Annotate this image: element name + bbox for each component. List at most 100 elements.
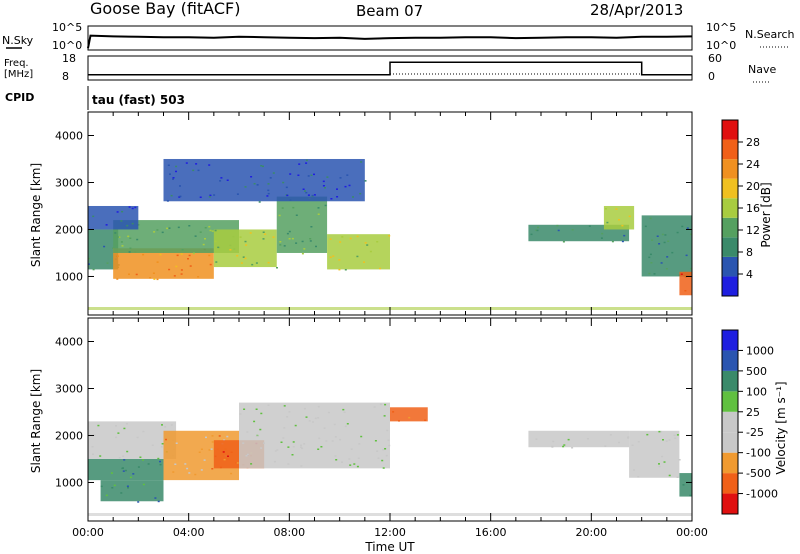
power-speckle <box>236 255 239 257</box>
velocity-speckle <box>222 451 225 453</box>
power-speckle <box>213 194 216 196</box>
power-speckle <box>105 224 108 226</box>
power-speckle <box>341 236 344 238</box>
power-speckle <box>600 237 603 239</box>
velocity-speckle <box>633 469 635 471</box>
power-speckle <box>667 240 670 242</box>
velocity-speckle <box>97 424 100 427</box>
velocity-speckle <box>356 465 359 468</box>
velocity-colorbar-tick-label: 1000 <box>746 344 774 357</box>
velocity-speckle <box>246 431 249 433</box>
power-speckle <box>153 278 156 280</box>
velocity-speckle <box>374 440 377 442</box>
power-speckle <box>352 196 354 198</box>
power-speckle <box>302 188 305 190</box>
velocity-speckle <box>111 487 114 489</box>
velocity-speckle <box>388 444 391 447</box>
power-speckle <box>336 188 338 190</box>
power-speckle <box>338 259 341 261</box>
power-colorbar-swatch <box>722 237 738 257</box>
velocity-speckle <box>93 434 96 436</box>
power-speckle <box>649 253 652 256</box>
velocity-speckle <box>292 446 295 448</box>
velocity-speckle <box>137 501 140 503</box>
velocity-speckle <box>137 466 140 468</box>
power-speckle <box>621 224 624 227</box>
x-tick-label: 16:00 <box>475 526 507 539</box>
power-speckle <box>177 226 180 229</box>
velocity-speckle <box>211 435 214 437</box>
velocity-speckle <box>637 441 640 443</box>
noise-tick-high-right: 10^5 <box>706 21 736 34</box>
power-speckle <box>262 238 265 240</box>
power-speckle <box>211 230 214 232</box>
power-region <box>641 215 692 277</box>
velocity-speckle <box>291 454 294 456</box>
velocity-speckle <box>344 425 347 428</box>
power-speckle <box>172 178 174 180</box>
power-speckle <box>244 240 247 243</box>
velocity-speckle <box>260 447 263 449</box>
velocity-colorbar-tick-label: 500 <box>746 365 767 378</box>
power-speckle <box>332 255 335 257</box>
power-speckle <box>260 165 263 167</box>
velocity-speckle <box>317 448 320 450</box>
velocity-speckle <box>122 467 124 469</box>
velocity-speckle <box>259 428 262 431</box>
velocity-speckle <box>186 467 189 470</box>
power-speckle <box>188 225 191 227</box>
freq-unit: [MHz] <box>4 69 33 80</box>
nave-tick-high: 60 <box>708 52 722 65</box>
velocity-speckle <box>170 424 173 426</box>
power-speckle <box>664 234 667 236</box>
power-speckle <box>311 194 314 197</box>
nsearch-label: N.Search <box>745 28 795 41</box>
power-speckle <box>315 245 317 248</box>
velocity-speckle <box>280 441 283 443</box>
x-tick-label: 00:00 <box>72 526 104 539</box>
power-speckle <box>301 240 304 243</box>
power-speckle <box>336 196 339 198</box>
velocity-speckle <box>200 469 203 471</box>
power-colorbar-tick-label: 16 <box>746 202 760 215</box>
velocity-speckle <box>159 460 161 463</box>
velocity-speckle <box>136 436 139 439</box>
power-speckle <box>255 262 258 264</box>
velocity-speckle <box>646 433 649 436</box>
power-speckle <box>169 173 171 175</box>
velocity-region <box>679 473 692 497</box>
power-speckle <box>209 229 212 232</box>
velocity-y-tick-label: 4000 <box>55 335 83 348</box>
power-speckle <box>286 232 289 235</box>
power-speckle <box>611 240 614 243</box>
power-speckle <box>283 245 286 247</box>
velocity-speckle <box>288 411 291 413</box>
power-speckle <box>666 256 669 258</box>
velocity-speckle <box>263 442 265 444</box>
velocity-colorbar: 1000 500 100 25 -25 -100 -500 -1000 <box>721 329 778 515</box>
power-speckle <box>262 165 264 168</box>
velocity-speckle <box>660 430 663 433</box>
x-tick-label: 04:00 <box>173 526 205 539</box>
velocity-speckle <box>661 455 664 458</box>
power-speckle <box>249 232 252 234</box>
power-speckle <box>92 215 95 218</box>
power-speckle <box>103 245 106 248</box>
velocity-speckle <box>230 472 233 475</box>
velocity-region <box>88 458 164 481</box>
power-speckle <box>134 206 137 209</box>
velocity-colorbar-tick-label: -500 <box>746 467 771 480</box>
power-region <box>603 205 635 230</box>
power-region <box>276 196 328 253</box>
power-speckle <box>178 196 181 198</box>
velocity-speckle <box>125 423 128 425</box>
power-speckle <box>690 267 693 270</box>
power-speckle <box>557 229 560 232</box>
power-speckle <box>118 236 121 238</box>
velocity-colorbar-swatch <box>722 350 738 371</box>
velocity-speckle <box>127 487 129 489</box>
velocity-speckle <box>334 455 337 457</box>
power-speckle <box>660 262 663 264</box>
velocity-speckle <box>223 458 226 461</box>
velocity-speckle <box>142 430 145 433</box>
